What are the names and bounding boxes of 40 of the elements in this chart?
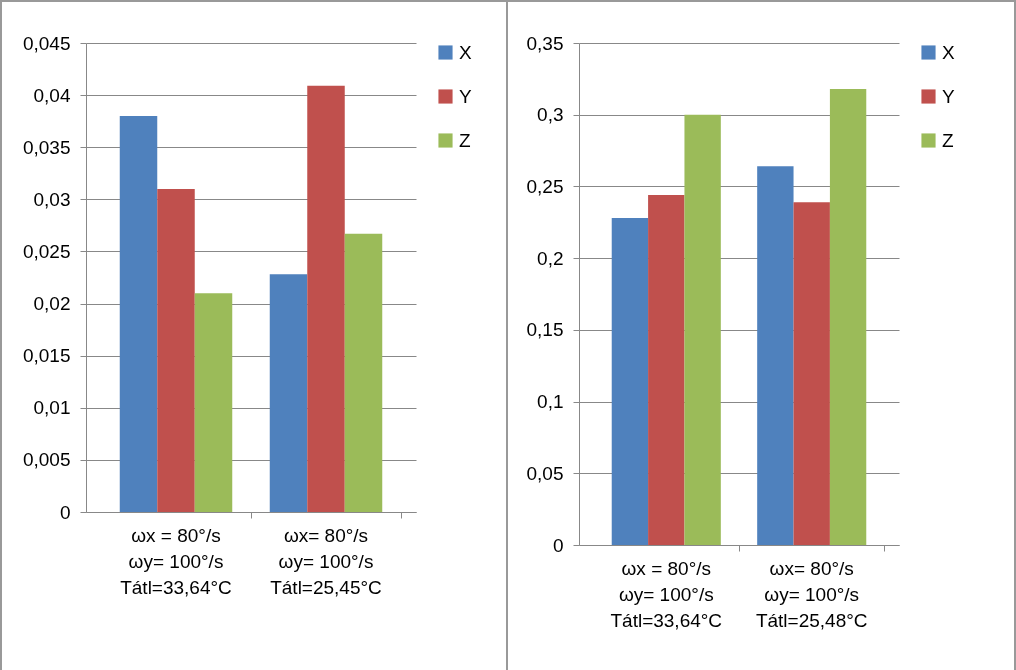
y-tick-label: 0,05 xyxy=(526,462,564,484)
y-tick-label: 0,35 xyxy=(526,32,564,54)
x-tick-label: ωx= 80°/s ωy= 100°/s Tátl=25,48°C xyxy=(755,557,868,631)
y-tick-label: 0 xyxy=(552,534,564,556)
legend-label: Y xyxy=(942,85,955,107)
x-tick-label: ωx = 80°/s ωy= 100°/s Tátl=33,64°C xyxy=(120,524,232,598)
bar xyxy=(269,274,308,512)
bar xyxy=(307,85,345,512)
y-tick-label: 0,045 xyxy=(22,32,71,54)
y-tick-label: 0,25 xyxy=(526,175,564,197)
bar xyxy=(194,293,233,512)
y-tick-label: 0,035 xyxy=(22,136,71,158)
y-tick-label: 0,03 xyxy=(33,188,71,210)
bar xyxy=(611,217,649,545)
y-tick-label: 0,15 xyxy=(526,319,564,341)
y-tick-label: 0,04 xyxy=(33,84,71,106)
bar xyxy=(793,202,830,545)
bar xyxy=(757,166,794,545)
y-tick-label: 0,01 xyxy=(33,397,71,419)
legend-label: Z xyxy=(459,129,471,151)
x-tick-label: ωx = 80°/s ωy= 100°/s Tátl=33,64°C xyxy=(610,557,723,631)
y-tick-label: 0,1 xyxy=(537,391,564,413)
y-tick-label: 0,02 xyxy=(33,293,71,315)
legend-label: Y xyxy=(459,85,472,107)
y-tick-label: 0,2 xyxy=(537,247,564,269)
bar xyxy=(157,188,195,512)
y-tick-label: 0 xyxy=(59,501,71,523)
bar xyxy=(684,114,721,545)
x-tick-label: ωx= 80°/s ωy= 100°/s Tátl=25,45°C xyxy=(270,524,382,598)
y-tick-label: 0,3 xyxy=(537,104,564,126)
bar xyxy=(344,233,383,512)
legend-label: Z xyxy=(942,129,954,151)
bar xyxy=(829,88,867,545)
legend-label: X xyxy=(459,41,472,63)
bar xyxy=(648,195,685,545)
legend-label: X xyxy=(942,41,955,63)
y-tick-label: 0,025 xyxy=(22,240,71,262)
y-tick-label: 0,005 xyxy=(22,449,71,471)
y-tick-label: 0,015 xyxy=(22,345,71,367)
bar xyxy=(119,115,158,512)
